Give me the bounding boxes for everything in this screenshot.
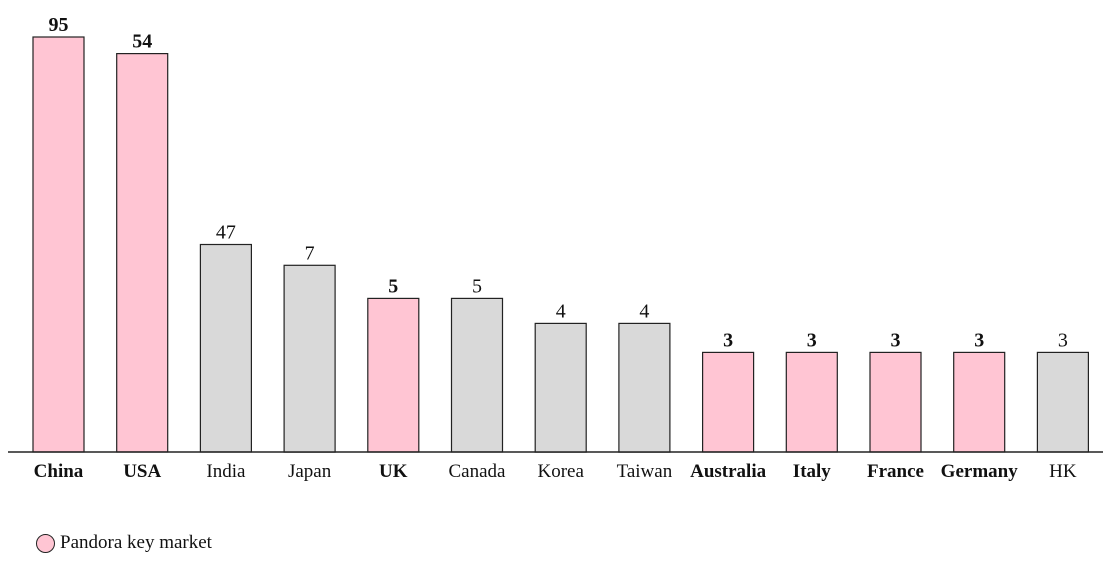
bar-india [199,243,252,453]
category-label-japan: Japan [288,461,332,482]
category-label-china: China [34,461,84,482]
category-label-germany: Germany [941,461,1019,482]
category-label-hk: HK [1049,461,1077,482]
value-label-usa: 54 [132,31,152,53]
value-label-italy: 3 [807,329,817,351]
value-label-uk: 5 [388,275,398,297]
bar-usa [116,52,169,453]
value-label-korea: 4 [556,300,566,322]
bar-france [869,351,922,453]
value-label-india: 47 [216,222,236,244]
value-label-france: 3 [891,329,901,351]
category-label-india: India [206,461,246,482]
bar-korea [534,322,587,453]
category-label-korea: Korea [537,461,584,482]
value-label-japan: 7 [305,242,315,264]
category-label-usa: USA [123,461,161,482]
bar-uk [367,297,420,453]
category-labels-layer: China USA India Japan UK Canada Korea Taiwan Aus… [34,461,1077,482]
bar-germany [953,351,1006,453]
value-label-canada: 5 [472,275,482,297]
category-label-australia: Australia [690,461,767,482]
category-label-italy: Italy [793,461,832,482]
bar-australia [701,351,755,453]
circle-swatch-icon [36,533,55,553]
bar-china [32,36,85,453]
legend: Pandora key market [36,532,212,554]
bars-layer [32,36,1090,453]
bar-italy [785,351,838,453]
category-label-uk: UK [379,461,408,482]
value-label-germany: 3 [974,329,984,351]
value-label-china: 95 [49,14,69,36]
bar-canada [450,297,504,453]
bar-hk [1036,351,1090,453]
bar-japan [283,264,336,453]
category-label-taiwan: Taiwan [617,461,673,482]
category-label-canada: Canada [449,461,507,482]
legend-key-market-label: Pandora key market [60,532,212,553]
value-label-australia: 3 [723,329,733,351]
value-label-taiwan: 4 [639,300,649,322]
bar-taiwan [618,322,671,453]
category-label-france: France [867,461,924,482]
value-label-hk: 3 [1058,329,1068,351]
